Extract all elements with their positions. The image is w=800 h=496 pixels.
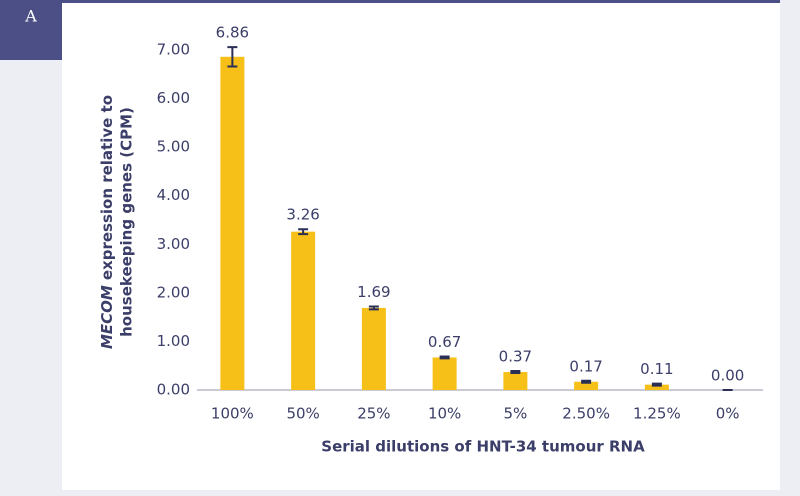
y-tick-label: 5.00 [157, 138, 190, 156]
value-label: 0.00 [711, 367, 744, 385]
value-label: 6.86 [216, 24, 249, 42]
value-label: 1.69 [357, 283, 390, 301]
error-bar [651, 382, 662, 387]
error-bar [439, 355, 450, 360]
error-bar [581, 379, 592, 384]
value-label: 0.37 [499, 348, 532, 366]
y-label-italic: MECOM [98, 285, 116, 349]
y-axis-label-line2: housekeeping genes (CPM) [118, 107, 136, 337]
panel-label: A [24, 7, 37, 26]
bar [220, 56, 245, 391]
x-tick-label: 100% [211, 405, 254, 423]
value-label: 0.67 [428, 333, 461, 351]
x-tick-label: 0% [716, 405, 740, 423]
y-tick-label: 6.00 [157, 89, 190, 107]
bar [291, 231, 316, 390]
bar [644, 384, 669, 390]
error-bar [368, 305, 379, 311]
x-tick-label: 10% [428, 405, 461, 423]
error-bar [227, 46, 238, 68]
x-tick-label: 2.50% [562, 405, 610, 423]
x-tick-label: 5% [503, 405, 527, 423]
card [62, 0, 780, 490]
value-label: 0.11 [640, 360, 673, 378]
panel-badge [0, 0, 62, 60]
bar [503, 372, 528, 390]
x-tick-label: 25% [357, 405, 390, 423]
y-axis-label: MECOM expression relative to [98, 95, 116, 349]
y-tick-label: 7.00 [157, 41, 190, 59]
bar [432, 357, 457, 390]
x-tick-label: 1.25% [633, 405, 681, 423]
error-bar [298, 228, 309, 236]
y-tick-label: 1.00 [157, 332, 190, 350]
y-tick-label: 3.00 [157, 235, 190, 253]
error-bar [510, 370, 521, 374]
y-label-line1: expression relative to [98, 95, 116, 280]
x-axis-label: Serial dilutions of HNT-34 tumour RNA [321, 438, 645, 456]
y-tick-label: 0.00 [157, 381, 190, 399]
card-top-border [62, 0, 780, 3]
y-tick-label: 4.00 [157, 186, 190, 204]
bar [361, 307, 386, 390]
value-label: 3.26 [286, 206, 319, 224]
x-tick-label: 50% [286, 405, 319, 423]
value-label: 0.17 [569, 357, 602, 375]
bar [574, 381, 599, 390]
y-tick-label: 2.00 [157, 283, 190, 301]
